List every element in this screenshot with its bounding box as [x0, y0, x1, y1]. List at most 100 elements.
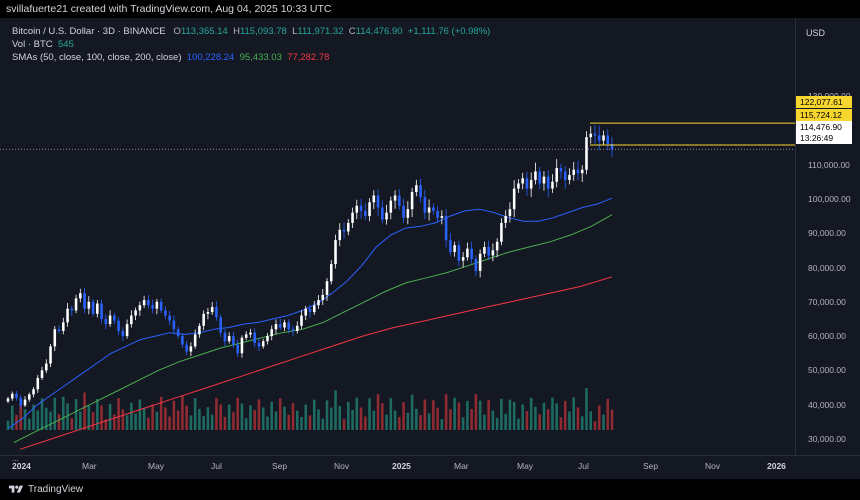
legend-smas[interactable]: SMAs (50, close, 100, close, 200, close)… [12, 52, 330, 63]
volume-bar [151, 404, 154, 430]
volume-bar [483, 414, 486, 430]
volume-bar [244, 418, 248, 430]
volume-bar [159, 396, 163, 430]
more-indicators-icon[interactable]: ... [12, 454, 19, 463]
candle-body [312, 305, 316, 313]
candle-body [529, 180, 533, 189]
candle-body [453, 245, 456, 253]
candle-body [504, 216, 507, 223]
volume-bar [113, 414, 116, 430]
candle-body [266, 336, 269, 342]
volume-bar [355, 397, 359, 430]
volume-bar [236, 397, 239, 430]
legend-volume[interactable]: Vol · BTC 545 [12, 39, 74, 50]
candle-body [419, 185, 422, 198]
volume-bar [172, 400, 176, 430]
chart-panel[interactable]: Bitcoin / U.S. Dollar · 3D · BINANCE O11… [0, 18, 860, 479]
candle-body [563, 171, 567, 181]
candle-body [79, 293, 82, 299]
volume-bar [585, 388, 588, 430]
open-value: 113,365.14 [180, 26, 228, 37]
volume-bar [402, 402, 405, 430]
candle-body [261, 341, 265, 347]
volume-bar [300, 417, 303, 430]
candle-body [278, 324, 282, 328]
volume-bar [104, 419, 108, 430]
volume-bar [589, 411, 593, 430]
volume-bar [478, 400, 482, 430]
volume-bar [295, 410, 299, 430]
time-tick-label: May [148, 461, 165, 471]
level-mid-label: 115,724.12 [796, 109, 852, 121]
currency-button[interactable]: USD [806, 28, 826, 38]
brand-name: TradingView [28, 484, 84, 495]
volume-bar [240, 403, 244, 430]
candle-body [185, 344, 188, 352]
volume-bar [100, 405, 103, 430]
candle-body [410, 192, 414, 210]
candle-body [597, 135, 601, 141]
volume-bar [572, 397, 575, 430]
candle-body [342, 229, 346, 232]
volume-bar [198, 408, 201, 430]
candle-body [66, 308, 69, 323]
volume-bar [308, 415, 312, 430]
volume-bar [45, 407, 48, 430]
volume-bar [538, 414, 541, 430]
volume-bar [329, 407, 333, 430]
candle-body [606, 135, 610, 145]
volume-bar [57, 414, 61, 430]
low-value: 111,971.32 [297, 26, 344, 37]
volume-bar [576, 407, 580, 430]
candle-body [483, 246, 486, 254]
sma200-value: 77,282.78 [287, 52, 330, 63]
volume-bar [517, 418, 520, 430]
candle-body [83, 293, 86, 309]
volume-bar [189, 415, 193, 430]
volume-bar [32, 404, 35, 430]
candle-body [329, 264, 333, 282]
time-tick-label: Mar [454, 461, 469, 471]
volume-bar [202, 416, 205, 430]
candle-body [295, 325, 299, 331]
symbol-name[interactable]: Bitcoin / U.S. Dollar · 3D · BINANCE [12, 26, 166, 37]
candle-body [474, 258, 478, 271]
volume-bar [53, 397, 57, 430]
time-axis-divider [0, 455, 860, 456]
time-tick-label: Nov [705, 461, 721, 471]
candle-body [142, 300, 146, 306]
volume-bar [87, 405, 91, 430]
volume-bar [91, 412, 95, 430]
volume-bar [206, 407, 210, 430]
candle-body [223, 332, 227, 342]
volume-bar [534, 406, 537, 430]
candle-body [580, 169, 584, 174]
volume-bar [40, 398, 44, 430]
volume-bar [512, 402, 516, 430]
price-tick-label: 90,000.00 [808, 228, 846, 239]
volume-bar [563, 400, 567, 430]
candle-body [466, 248, 469, 258]
volume-bar [287, 414, 291, 430]
candle-body [432, 207, 435, 211]
tradingview-logo-icon [8, 485, 24, 493]
sma50-value: 100,228.24 [186, 52, 235, 63]
chart-canvas[interactable] [0, 18, 860, 479]
candle-body [19, 397, 23, 406]
candle-body [15, 393, 18, 398]
volume-bar [461, 417, 465, 430]
volume-bar [474, 394, 478, 430]
volume-bar [568, 411, 571, 430]
candle-body [436, 210, 439, 218]
volume-bar [364, 416, 367, 430]
candle-body [351, 212, 354, 223]
sma100-line [13, 214, 613, 443]
candle-body [317, 300, 320, 306]
candle-body [189, 346, 193, 352]
volume-bar [432, 400, 435, 430]
volume-bar [325, 400, 329, 430]
candle-body [193, 334, 197, 347]
candle-body [368, 202, 371, 217]
candle-body [96, 303, 99, 314]
candle-body [444, 216, 448, 241]
